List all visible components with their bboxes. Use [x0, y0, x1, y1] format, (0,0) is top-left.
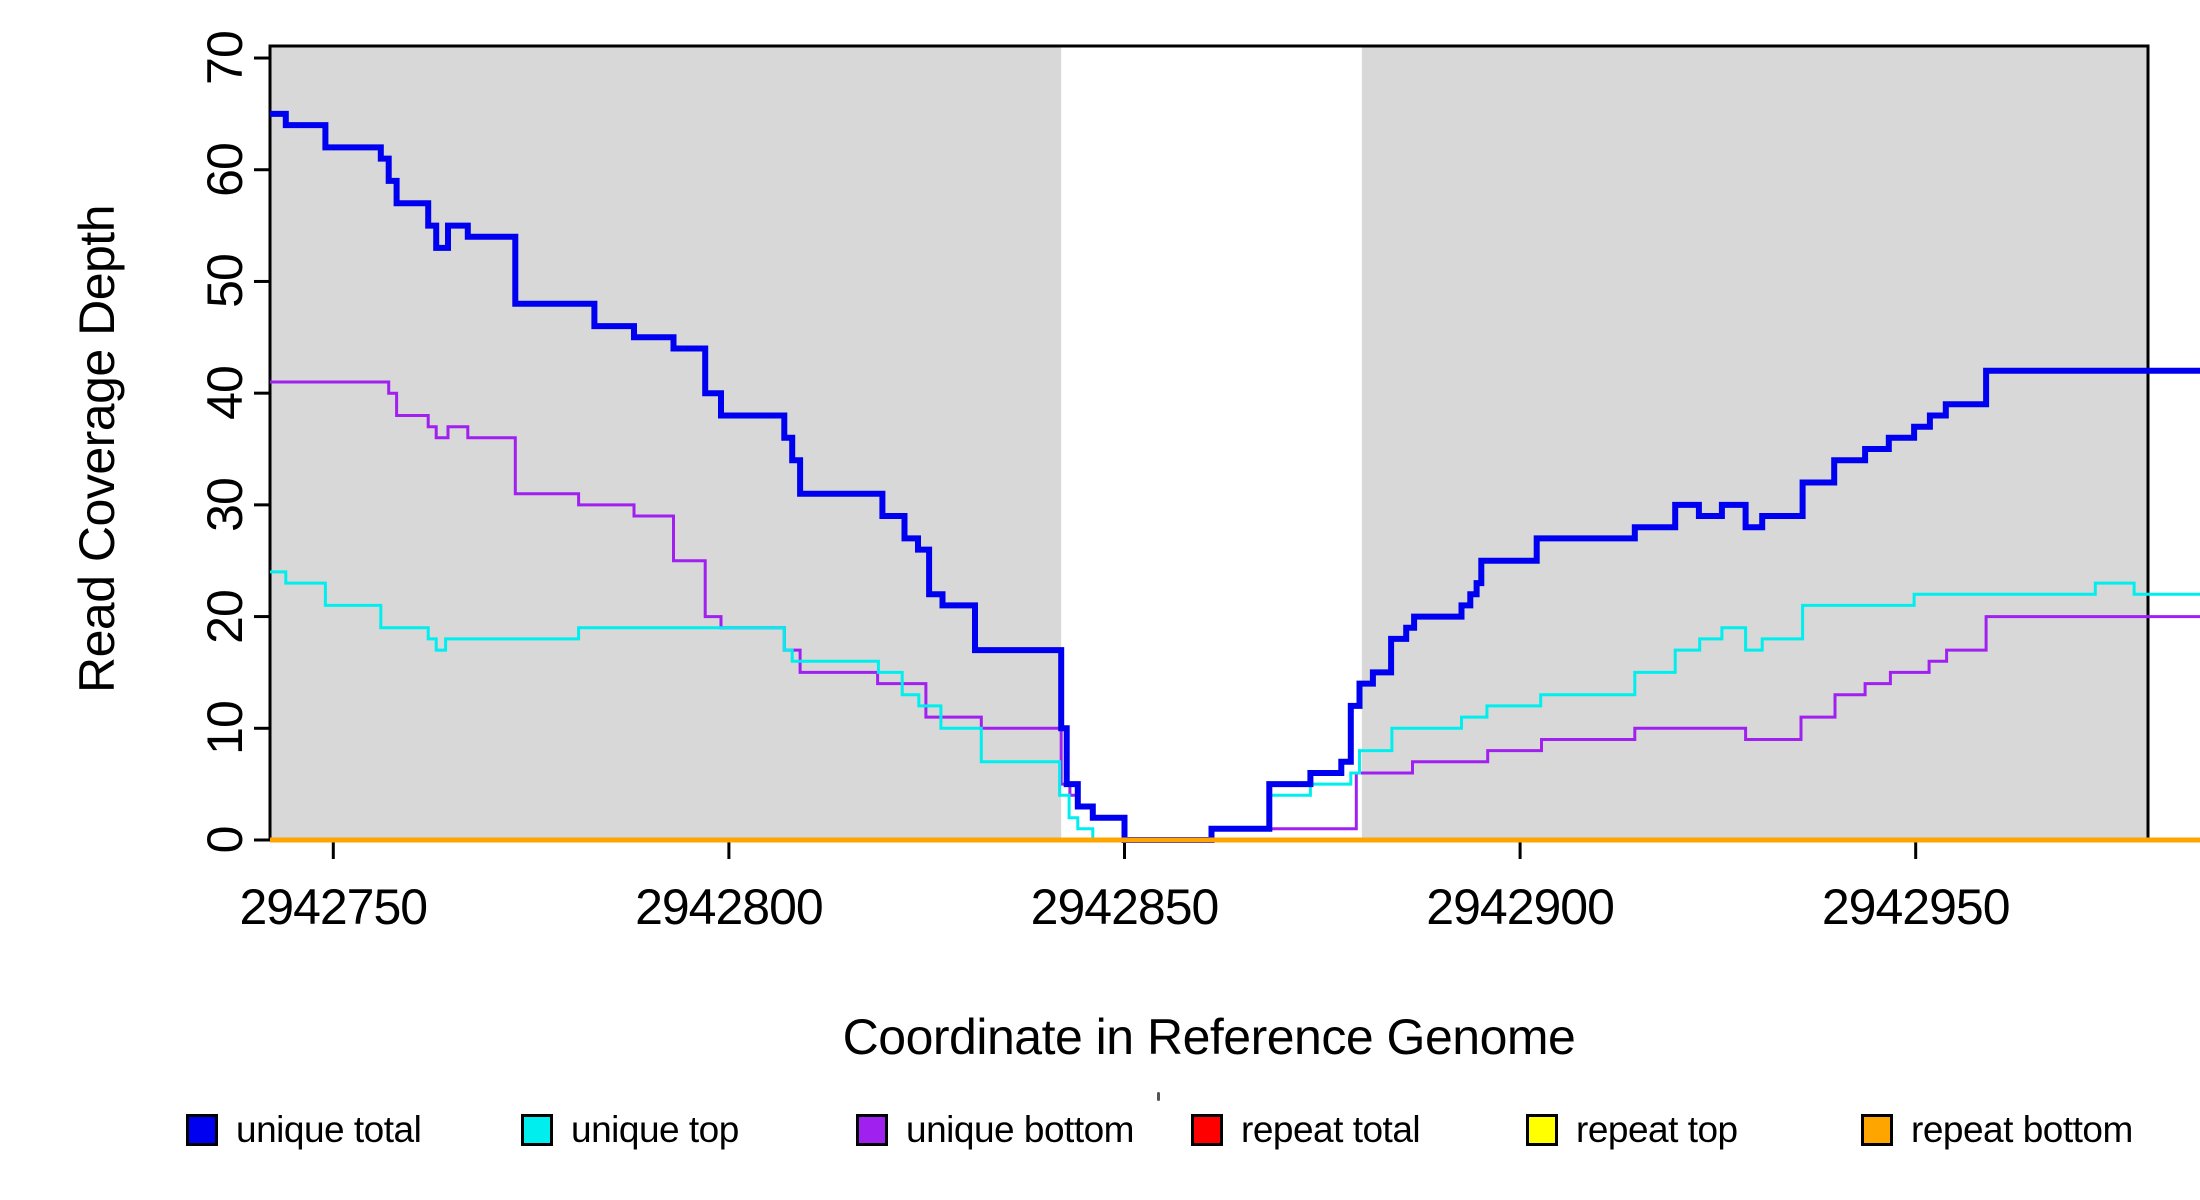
y-tick-label-40: 40 [197, 366, 253, 420]
legend-label-repeat-top: repeat top [1576, 1109, 1738, 1150]
legend-swatch-unique-total [186, 1114, 218, 1146]
y-tick-label-30: 30 [197, 478, 253, 532]
y-tick-label-60: 60 [197, 142, 253, 197]
shaded-region-0 [270, 47, 1062, 840]
legend-swatch-repeat-bottom [1861, 1114, 1893, 1146]
legend-label-unique-bottom: unique bottom [906, 1109, 1135, 1150]
legend-label-unique-total: unique total [236, 1109, 422, 1150]
legend-item-repeat-total: repeat total [1191, 1109, 1421, 1150]
legend-swatch-repeat-top [1526, 1114, 1558, 1146]
legend-label-repeat-total: repeat total [1241, 1109, 1421, 1150]
legend-label-unique-top: unique top [571, 1109, 739, 1150]
y-tick-label-20: 20 [197, 589, 253, 644]
x-tick-label-2942900: 2942900 [1426, 879, 1615, 935]
y-tick-label-50: 50 [197, 254, 253, 309]
legend-swatch-unique-bottom [856, 1114, 888, 1146]
legend-item-unique-top: unique top [521, 1109, 739, 1150]
y-tick-label-10: 10 [197, 701, 253, 756]
legend-swatch-unique-top [521, 1114, 553, 1146]
legend-label-repeat-bottom: repeat bottom [1911, 1109, 2133, 1150]
x-tick-label-2942800: 2942800 [635, 879, 824, 935]
x-tick-label-2942750: 2942750 [239, 879, 428, 935]
x-axis-title: Coordinate in Reference Genome [842, 1009, 1576, 1065]
x-tick-label-2942850: 2942850 [1030, 879, 1220, 935]
legend-swatch-repeat-total [1191, 1114, 1223, 1146]
legend-item-unique-bottom: unique bottom [856, 1109, 1135, 1150]
y-tick-label-0: 0 [197, 826, 253, 854]
legend-item-repeat-bottom: repeat bottom [1861, 1109, 2133, 1150]
x-tick-label-2942950: 2942950 [1821, 879, 2011, 935]
y-axis-title: Read Coverage Depth [69, 204, 125, 694]
shaded-region-1 [1361, 47, 2148, 840]
legend-item-unique-total: unique total [186, 1109, 422, 1150]
legend-item-repeat-top: repeat top [1526, 1109, 1738, 1150]
y-tick-label-70: 70 [197, 31, 253, 85]
legend-artifact-dot [1157, 1092, 1160, 1101]
